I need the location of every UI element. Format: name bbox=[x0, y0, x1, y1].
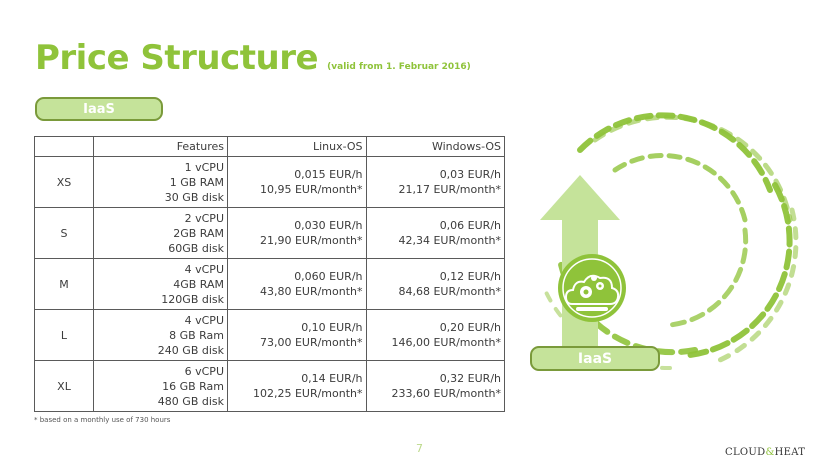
monthly-price: 102,25 EUR/month* bbox=[252, 387, 363, 400]
monthly-price: 42,34 EUR/month* bbox=[398, 234, 501, 247]
page-number: 7 bbox=[416, 442, 423, 455]
hourly-price: 0,030 EUR/h bbox=[294, 219, 363, 232]
company-logo: CLOUD&HEAT bbox=[725, 447, 805, 458]
feature-disk: 30 GB disk bbox=[164, 190, 224, 204]
features-cell: 4 vCPU 8 GB Ram 240 GB disk bbox=[93, 309, 228, 361]
windows-price-cell: 0,06 EUR/h 42,34 EUR/month* bbox=[365, 207, 505, 259]
hourly-price: 0,12 EUR/h bbox=[439, 270, 501, 283]
header-features: Features bbox=[93, 136, 228, 157]
linux-price-cell: 0,060 EUR/h 43,80 EUR/month* bbox=[227, 258, 367, 310]
iaas-cloud-illustration bbox=[540, 112, 799, 371]
linux-price-cell: 0,030 EUR/h 21,90 EUR/month* bbox=[227, 207, 367, 259]
logo-amp: & bbox=[765, 447, 775, 458]
features-cell: 2 vCPU 2GB RAM 60GB disk bbox=[93, 207, 228, 259]
feature-cpu: 1 vCPU bbox=[184, 160, 224, 174]
hourly-price: 0,10 EUR/h bbox=[301, 321, 363, 334]
features-cell: 1 vCPU 1 GB RAM 30 GB disk bbox=[93, 156, 228, 208]
header-size bbox=[34, 136, 94, 157]
table-row: M 4 vCPU 4GB RAM 120GB disk 0,060 EUR/h 43,… bbox=[34, 258, 505, 310]
feature-ram: 8 GB Ram bbox=[169, 328, 224, 342]
linux-price-cell: 0,015 EUR/h 10,95 EUR/month* bbox=[227, 156, 367, 208]
windows-price-cell: 0,32 EUR/h 233,60 EUR/month* bbox=[365, 360, 505, 412]
header-linux: Linux-OS bbox=[227, 136, 367, 157]
monthly-price: 84,68 EUR/month* bbox=[398, 285, 501, 298]
feature-cpu: 4 vCPU bbox=[184, 313, 224, 327]
iaas-badge-bottom: IaaS bbox=[530, 346, 660, 371]
features-cell: 6 vCPU 16 GB Ram 480 GB disk bbox=[93, 360, 228, 412]
hourly-price: 0,14 EUR/h bbox=[301, 372, 363, 385]
table-header-row: Features Linux-OS Windows-OS bbox=[34, 136, 505, 157]
feature-cpu: 4 vCPU bbox=[184, 262, 224, 276]
monthly-price: 43,80 EUR/month* bbox=[259, 285, 363, 298]
hourly-price: 0,060 EUR/h bbox=[294, 270, 363, 283]
windows-price-cell: 0,03 EUR/h 21,17 EUR/month* bbox=[365, 156, 505, 208]
table-row: XS 1 vCPU 1 GB RAM 30 GB disk 0,015 EUR/h 1… bbox=[34, 156, 505, 208]
monthly-price: 233,60 EUR/month* bbox=[391, 387, 501, 400]
hourly-price: 0,03 EUR/h bbox=[439, 168, 501, 181]
logo-right: HEAT bbox=[774, 447, 806, 458]
monthly-price: 10,95 EUR/month* bbox=[259, 183, 363, 196]
title-block: Price Structure (valid from 1. Februar 2… bbox=[35, 38, 471, 78]
feature-disk: 120GB disk bbox=[161, 292, 224, 306]
feature-ram: 16 GB Ram bbox=[162, 379, 224, 393]
feature-cpu: 6 vCPU bbox=[184, 364, 224, 378]
features-cell: 4 vCPU 4GB RAM 120GB disk bbox=[93, 258, 228, 310]
page-subtitle: (valid from 1. Februar 2016) bbox=[327, 62, 471, 72]
hourly-price: 0,20 EUR/h bbox=[439, 321, 501, 334]
monthly-price: 146,00 EUR/month* bbox=[391, 336, 501, 349]
hourly-price: 0,015 EUR/h bbox=[294, 168, 363, 181]
feature-ram: 4GB RAM bbox=[173, 277, 224, 291]
feature-disk: 480 GB disk bbox=[157, 394, 224, 408]
size-cell: M bbox=[34, 258, 94, 310]
size-cell: S bbox=[34, 207, 94, 259]
monthly-price: 73,00 EUR/month* bbox=[259, 336, 363, 349]
table-row: XL 6 vCPU 16 GB Ram 480 GB disk 0,14 EUR/h… bbox=[34, 360, 505, 412]
cloud-gear-icon bbox=[558, 254, 626, 322]
monthly-price: 21,17 EUR/month* bbox=[398, 183, 501, 196]
hourly-price: 0,06 EUR/h bbox=[439, 219, 501, 232]
price-table: Features Linux-OS Windows-OS XS 1 vCPU 1 … bbox=[34, 136, 505, 412]
windows-price-cell: 0,20 EUR/h 146,00 EUR/month* bbox=[365, 309, 505, 361]
hourly-price: 0,32 EUR/h bbox=[439, 372, 501, 385]
windows-price-cell: 0,12 EUR/h 84,68 EUR/month* bbox=[365, 258, 505, 310]
feature-ram: 2GB RAM bbox=[173, 226, 224, 240]
iaas-badge-top: IaaS bbox=[35, 97, 163, 121]
table-row: S 2 vCPU 2GB RAM 60GB disk 0,030 EUR/h 21,9… bbox=[34, 207, 505, 259]
feature-ram: 1 GB RAM bbox=[169, 175, 224, 189]
table-row: L 4 vCPU 8 GB Ram 240 GB disk 0,10 EUR/h 73… bbox=[34, 309, 505, 361]
linux-price-cell: 0,10 EUR/h 73,00 EUR/month* bbox=[227, 309, 367, 361]
monthly-price: 21,90 EUR/month* bbox=[259, 234, 363, 247]
feature-disk: 240 GB disk bbox=[157, 343, 224, 357]
feature-disk: 60GB disk bbox=[168, 241, 224, 255]
page-title: Price Structure bbox=[35, 38, 319, 78]
header-windows: Windows-OS bbox=[365, 136, 505, 157]
size-cell: L bbox=[34, 309, 94, 361]
size-cell: XL bbox=[34, 360, 94, 412]
size-cell: XS bbox=[34, 156, 94, 208]
feature-cpu: 2 vCPU bbox=[184, 211, 224, 225]
logo-left: CLOUD bbox=[725, 447, 766, 458]
linux-price-cell: 0,14 EUR/h 102,25 EUR/month* bbox=[227, 360, 367, 412]
footnote: * based on a monthly use of 730 hours bbox=[34, 416, 171, 424]
